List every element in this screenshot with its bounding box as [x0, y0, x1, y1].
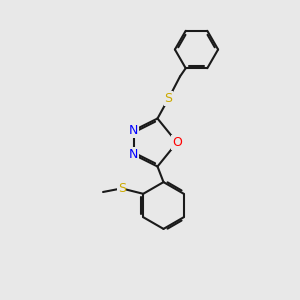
Text: S: S: [118, 182, 126, 195]
Text: N: N: [129, 124, 138, 137]
Text: O: O: [172, 136, 182, 149]
Text: N: N: [129, 148, 138, 161]
Text: S: S: [165, 92, 172, 105]
